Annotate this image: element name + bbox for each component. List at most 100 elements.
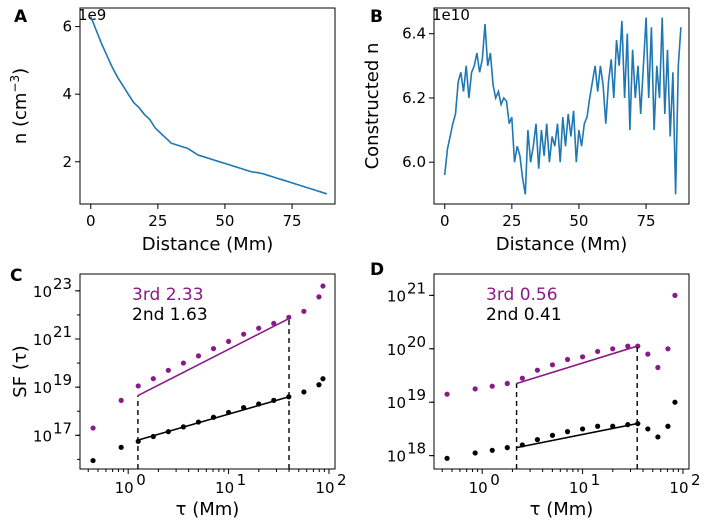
fit-line-1 xyxy=(137,396,290,441)
x-tick-label: 50 xyxy=(215,212,234,230)
x-tick-exp: 1 xyxy=(237,471,247,489)
y-tick-label: 2 xyxy=(62,153,72,171)
data-point xyxy=(504,445,510,451)
x-tick-label: 25 xyxy=(502,212,521,230)
data-point xyxy=(645,426,651,432)
data-point xyxy=(195,353,202,359)
fit-line-0 xyxy=(516,345,638,385)
y-tick-label: 6.4 xyxy=(402,25,426,43)
data-point xyxy=(610,346,616,352)
y-axis-label: Constructed n xyxy=(362,43,383,170)
y-tick-exp: 18 xyxy=(407,440,426,458)
x-axis-label: Distance (Mm) xyxy=(496,234,628,255)
y-axis-label: SF (τ) xyxy=(10,345,31,397)
series-line-0 xyxy=(89,16,328,195)
data-point xyxy=(655,364,661,371)
data-point xyxy=(241,331,247,337)
data-point xyxy=(165,367,171,373)
x-tick-exp: 0 xyxy=(490,471,500,489)
x-tick-label: 0 xyxy=(440,212,450,230)
data-point xyxy=(519,375,525,381)
y-tick-exp: 17 xyxy=(53,419,72,437)
x-tick-label: 50 xyxy=(569,212,588,230)
data-point xyxy=(90,457,96,464)
data-point xyxy=(672,292,678,298)
data-point xyxy=(564,356,571,363)
fit-line-1 xyxy=(516,422,638,449)
data-point xyxy=(579,354,586,360)
data-point xyxy=(549,362,556,368)
x-tick-label: 10 xyxy=(115,479,134,497)
data-point xyxy=(320,376,326,382)
data-point xyxy=(504,380,510,387)
data-point xyxy=(316,382,322,388)
data-point xyxy=(549,432,556,438)
data-point xyxy=(180,360,187,366)
x-tick-label: 75 xyxy=(283,212,302,230)
y-axis-label: n (cm−3) xyxy=(8,68,31,144)
data-point xyxy=(472,386,478,392)
data-point xyxy=(672,399,678,405)
x-tick-exp: 2 xyxy=(337,471,347,489)
y-tick-label: 10 xyxy=(33,331,52,349)
data-point xyxy=(301,308,307,314)
annotation-third-order: 3rd 0.56 xyxy=(486,285,558,305)
y-tick-exp: 19 xyxy=(407,386,426,404)
y-tick-label: 6.0 xyxy=(402,153,426,171)
data-point xyxy=(90,425,96,431)
y-tick-label: 10 xyxy=(33,427,52,445)
offset-multiplier: 1e10 xyxy=(432,6,470,24)
data-point xyxy=(595,348,601,355)
data-point xyxy=(301,389,307,395)
panel-letter: B xyxy=(370,7,383,27)
y-tick-label: 6.2 xyxy=(402,89,426,107)
y-tick-label: 10 xyxy=(33,283,52,301)
y-tick-label: 10 xyxy=(387,394,406,412)
data-point xyxy=(320,283,326,289)
x-tick-label: 10 xyxy=(469,479,488,497)
y-axis-label-sup: −3 xyxy=(8,75,22,93)
y-tick-label: 10 xyxy=(387,448,406,466)
x-tick-exp: 2 xyxy=(691,471,701,489)
data-point xyxy=(316,294,322,300)
x-axis-label: Distance (Mm) xyxy=(142,234,274,255)
x-tick-label: 10 xyxy=(569,479,588,497)
data-point xyxy=(444,455,450,461)
x-tick-label: 10 xyxy=(669,479,688,497)
axes-frame xyxy=(79,273,336,470)
annotation-second-order: 2nd 0.41 xyxy=(486,305,562,325)
data-point xyxy=(655,434,661,440)
annotation-second-order: 2nd 1.63 xyxy=(132,305,208,325)
data-point xyxy=(534,437,541,443)
data-point xyxy=(635,343,641,349)
x-axis-label: τ (Mm) xyxy=(530,499,594,520)
x-axis-label: τ (Mm) xyxy=(176,499,240,520)
y-tick-label: 6 xyxy=(62,18,72,36)
x-tick-label: 0 xyxy=(86,212,96,230)
data-point xyxy=(564,429,571,435)
x-tick-exp: 0 xyxy=(136,471,146,489)
y-tick-label: 4 xyxy=(62,85,72,103)
series-line-0 xyxy=(443,17,682,195)
fit-line-0 xyxy=(137,317,290,397)
y-tick-exp: 19 xyxy=(53,371,72,389)
data-point xyxy=(645,351,651,357)
x-tick-label: 10 xyxy=(215,479,234,497)
data-point xyxy=(150,376,156,382)
panel-b: B 0 25 50 75 6.0 6.2 6.4 Distance (Mm) Constructe… xyxy=(362,6,690,255)
panel-letter: D xyxy=(370,260,384,280)
y-axis-label-main: n (cm xyxy=(10,93,31,145)
data-point xyxy=(135,383,141,389)
x-tick-exp: 1 xyxy=(591,471,601,489)
y-tick-exp: 23 xyxy=(53,275,72,293)
data-point xyxy=(444,391,450,397)
annotation-third-order: 3rd 2.33 xyxy=(132,285,204,305)
data-point xyxy=(256,325,262,331)
x-tick-label: 25 xyxy=(148,212,167,230)
data-point xyxy=(118,444,124,450)
data-point xyxy=(625,343,631,349)
